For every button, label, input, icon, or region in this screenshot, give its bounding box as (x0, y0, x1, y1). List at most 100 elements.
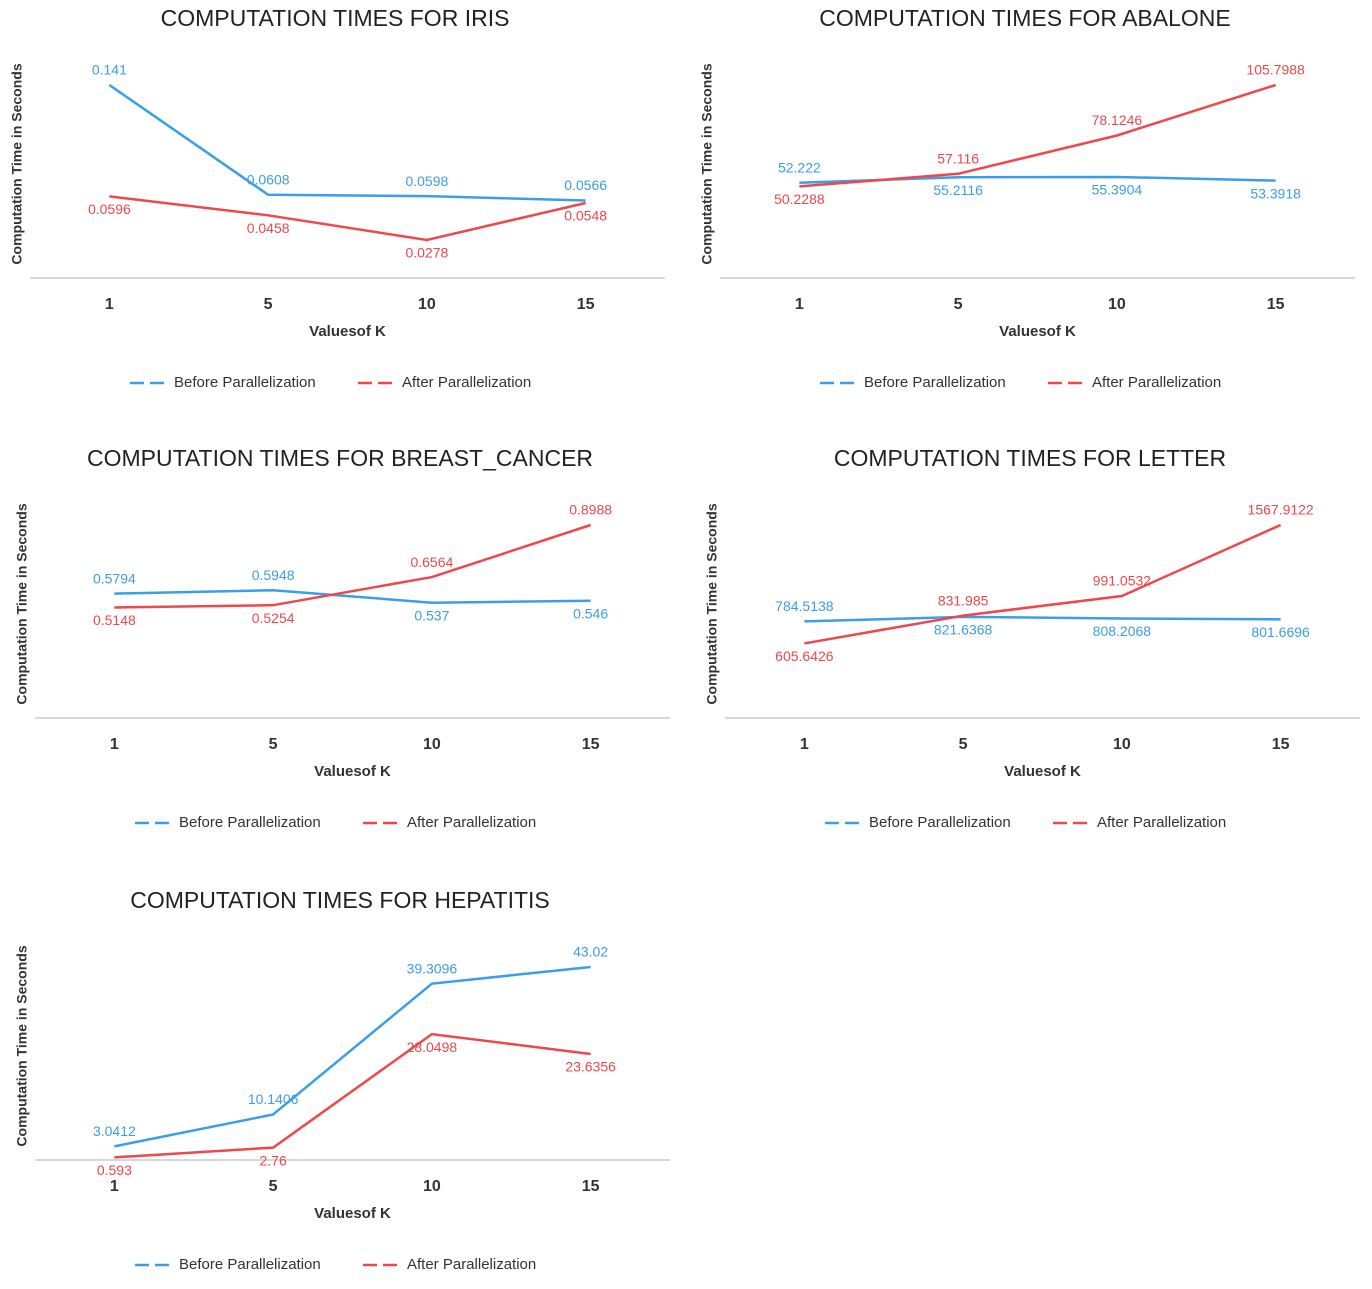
data-label: 0.6564 (410, 554, 453, 570)
legend-label: Before Parallelization (864, 374, 1006, 391)
data-label: 605.6426 (775, 648, 834, 664)
x-tick-label: 15 (582, 1178, 600, 1195)
data-label: 1567.9122 (1248, 502, 1314, 518)
legend-label: Before Parallelization (174, 374, 316, 391)
x-axis-label: Valuesof K (1004, 763, 1081, 780)
x-tick-label: 10 (423, 1178, 441, 1195)
chart-title: COMPUTATION TIMES FOR IRIS (161, 5, 510, 31)
legend-label: Before Parallelization (869, 814, 1011, 831)
data-label: 0.0596 (88, 201, 131, 217)
y-axis-label: Computation Time in Seconds (704, 503, 720, 704)
series-line (799, 83, 1277, 188)
data-label: 0.5254 (252, 610, 295, 626)
data-label: 784.5138 (775, 598, 834, 614)
data-label: 39.3096 (407, 960, 458, 976)
data-label: 0.0566 (564, 177, 607, 193)
x-tick-label: 5 (264, 296, 273, 313)
series-line (114, 965, 591, 1148)
data-label: 0.537 (414, 607, 449, 623)
data-label: 55.3904 (1092, 182, 1143, 198)
data-label: 78.1246 (1092, 112, 1143, 128)
y-axis-label: Computation Time in Seconds (14, 503, 30, 704)
data-label: 28.0498 (407, 1039, 458, 1055)
data-label: 10.1406 (248, 1091, 299, 1107)
data-label: 43.02 (573, 944, 608, 960)
data-label: 23.6356 (565, 1059, 616, 1075)
x-tick-label: 1 (110, 1178, 119, 1195)
chart-panel: COMPUTATION TIMES FOR LETTER Computation … (704, 445, 1360, 831)
series-line (109, 195, 586, 242)
x-axis-label: Valuesof K (999, 323, 1076, 340)
chart-title: COMPUTATION TIMES FOR LETTER (834, 445, 1226, 471)
data-label: 0.8988 (569, 502, 612, 518)
x-tick-label: 15 (1272, 736, 1290, 753)
series-line (114, 523, 592, 609)
data-label: 3.0412 (93, 1123, 136, 1139)
chart-panel: COMPUTATION TIMES FOR ABALONE Computation… (699, 5, 1355, 391)
y-axis-label: Computation Time in Seconds (14, 945, 30, 1146)
series-line (804, 615, 1281, 623)
chart-panel: COMPUTATION TIMES FOR IRIS Computation Ti… (9, 5, 665, 391)
data-label: 821.6368 (934, 622, 993, 638)
x-tick-label: 15 (582, 736, 600, 753)
x-tick-label: 1 (800, 736, 809, 753)
legend-label: After Parallelization (1097, 814, 1226, 831)
legend-label: After Parallelization (407, 1256, 536, 1273)
x-axis-label: Valuesof K (309, 323, 386, 340)
data-label: 57.116 (937, 151, 979, 167)
legend-label: Before Parallelization (179, 814, 321, 831)
data-label: 0.546 (573, 605, 608, 621)
chart-title: COMPUTATION TIMES FOR HEPATITIS (130, 887, 550, 913)
data-label: 2.76 (260, 1152, 287, 1168)
series-line (114, 1032, 591, 1159)
legend-label: After Parallelization (1092, 374, 1221, 391)
x-tick-label: 15 (577, 296, 595, 313)
data-label: 55.2116 (933, 182, 983, 198)
data-label: 831.985 (938, 592, 989, 608)
x-tick-label: 5 (269, 1178, 278, 1195)
x-tick-label: 5 (269, 736, 278, 753)
data-label: 0.0278 (405, 245, 448, 261)
legend-label: Before Parallelization (179, 1256, 321, 1273)
data-label: 105.7988 (1246, 62, 1305, 78)
data-label: 0.593 (97, 1162, 132, 1178)
data-label: 0.0598 (405, 173, 448, 189)
chart-panel: COMPUTATION TIMES FOR BREAST_CANCER Compu… (14, 445, 670, 831)
data-label: 0.5794 (93, 570, 136, 586)
data-label: 0.141 (92, 62, 127, 78)
x-tick-label: 5 (954, 296, 963, 313)
y-axis-label: Computation Time in Seconds (699, 63, 715, 264)
data-label: 53.3918 (1250, 185, 1301, 201)
data-label: 0.0458 (247, 220, 290, 236)
chart-panel: COMPUTATION TIMES FOR HEPATITIS Computati… (14, 887, 670, 1273)
x-tick-label: 15 (1267, 296, 1285, 313)
y-axis-label: Computation Time in Seconds (9, 63, 25, 264)
x-tick-label: 1 (105, 296, 114, 313)
x-tick-label: 1 (795, 296, 804, 313)
data-label: 0.0608 (247, 171, 290, 187)
series-line (114, 589, 591, 604)
data-label: 801.6696 (1251, 624, 1310, 640)
data-label: 808.2068 (1093, 623, 1152, 639)
x-axis-label: Valuesof K (314, 1205, 391, 1222)
data-label: 0.5948 (252, 567, 295, 583)
x-axis-label: Valuesof K (314, 763, 391, 780)
x-tick-label: 10 (418, 296, 436, 313)
data-label: 0.0548 (564, 208, 607, 224)
chart-title: COMPUTATION TIMES FOR ABALONE (819, 5, 1231, 31)
x-tick-label: 1 (110, 736, 119, 753)
x-tick-label: 10 (423, 736, 441, 753)
chart-title: COMPUTATION TIMES FOR BREAST_CANCER (87, 445, 593, 471)
legend-label: After Parallelization (402, 374, 531, 391)
legend-label: After Parallelization (407, 814, 536, 831)
series-line (108, 83, 586, 202)
x-tick-label: 10 (1108, 296, 1126, 313)
x-tick-label: 10 (1113, 736, 1131, 753)
data-label: 991.0532 (1093, 573, 1152, 589)
data-label: 52.222 (778, 159, 821, 175)
series-line (804, 523, 1282, 645)
data-label: 50.2288 (774, 191, 825, 207)
data-label: 0.5148 (93, 612, 136, 628)
